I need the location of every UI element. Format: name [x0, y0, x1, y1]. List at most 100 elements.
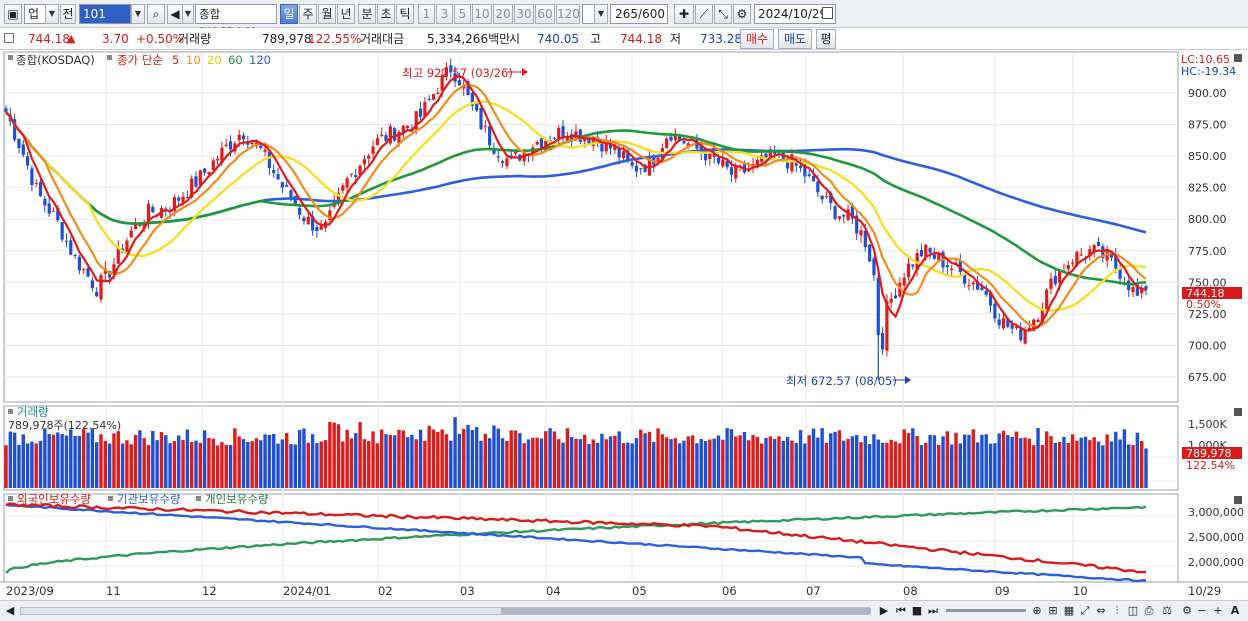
volume-bar: [1135, 432, 1140, 488]
fit-icon[interactable]: ⊞: [1048, 604, 1058, 617]
volume-bar: [336, 424, 341, 488]
volume-last-tag-text: 789,978: [1186, 447, 1232, 460]
close-icon[interactable]: [1234, 496, 1242, 504]
chevron-down-icon[interactable]: ▼: [182, 4, 194, 24]
x-tick-label: 11: [106, 584, 121, 598]
candle-body: [60, 222, 64, 240]
print-icon[interactable]: ⎙: [1144, 604, 1154, 617]
volume-bar: [211, 438, 215, 488]
gear-icon[interactable]: ⚙: [733, 4, 751, 24]
high-arrow-head: [522, 68, 528, 76]
chevron-down-icon[interactable]: ▼: [131, 4, 145, 24]
tab-yearly[interactable]: 년: [337, 4, 355, 24]
interval-60[interactable]: 60: [535, 4, 555, 24]
volume-bar: [440, 429, 444, 488]
plus-icon[interactable]: +: [1213, 604, 1223, 617]
volume-bar: [742, 431, 747, 488]
close-icon[interactable]: [1234, 408, 1242, 416]
tab-monthly[interactable]: 월: [318, 4, 336, 24]
chevron-down-icon[interactable]: ▼: [594, 4, 608, 24]
volume-bar: [1131, 444, 1135, 488]
x-tick-label: 08: [903, 584, 918, 598]
volume-bar: [781, 440, 785, 488]
zoom-slider[interactable]: [946, 609, 1026, 612]
tab-daily[interactable]: 일: [280, 4, 298, 24]
volume-bar: [133, 434, 138, 488]
candle-body: [177, 197, 181, 201]
interval-5[interactable]: 5: [454, 4, 471, 24]
volume-bar: [591, 439, 595, 488]
camera-icon[interactable]: ◫: [1127, 604, 1139, 617]
volume-bar: [1062, 436, 1066, 488]
interval-20[interactable]: 20: [493, 4, 513, 24]
volume-bar: [1139, 441, 1144, 488]
tab-tick[interactable]: 틱: [396, 4, 414, 24]
last-icon[interactable]: ⏭: [928, 604, 938, 617]
minus-icon[interactable]: −: [1197, 604, 1207, 617]
candle-body: [86, 268, 90, 277]
eval-button[interactable]: 평: [816, 29, 836, 49]
zoom-icon[interactable]: ⊕: [1032, 604, 1042, 617]
volume-bar: [1053, 442, 1058, 488]
layout-icon[interactable]: ▣: [4, 4, 22, 24]
candle-body: [703, 149, 708, 161]
grid-icon[interactable]: ▦: [1063, 604, 1075, 617]
tab-minute[interactable]: 분: [358, 4, 376, 24]
checkbox[interactable]: [4, 33, 14, 43]
candle-body: [1079, 254, 1083, 256]
candle-body: [401, 125, 405, 134]
market-select[interactable]: 업: [24, 4, 46, 24]
volume-bar: [1127, 444, 1131, 488]
chart-canvas[interactable]: 종합(KOSDAQ) 종가 단순 5 10 20 60 120 LC:10.65…: [0, 50, 1248, 600]
volume-bar: [462, 428, 466, 488]
speaker-icon[interactable]: ◀: [167, 4, 183, 24]
buy-button[interactable]: 매수: [740, 29, 774, 49]
candle-body: [513, 151, 518, 154]
tab-weekly[interactable]: 주: [299, 4, 317, 24]
line-tool-icon[interactable]: ⟋: [695, 4, 713, 24]
candle-body: [613, 145, 617, 150]
code-input[interactable]: 101: [79, 4, 131, 24]
legend-ma-prefix: 종가 단순: [117, 53, 163, 67]
split-icon[interactable]: ⫶: [1115, 604, 1119, 617]
count-field[interactable]: 265/600: [610, 4, 668, 24]
settings-icon[interactable]: ⚙: [1182, 604, 1192, 617]
scroll-right-icon[interactable]: ▶: [879, 604, 889, 617]
volume-bar: [764, 437, 768, 488]
scrollbar-thumb[interactable]: [501, 608, 871, 614]
tab-second[interactable]: 초: [377, 4, 395, 24]
volume-bar: [233, 428, 237, 488]
candle-body: [388, 126, 392, 144]
move-icon[interactable]: ⇔: [1096, 604, 1106, 617]
cursor-icon[interactable]: ⤢: [1080, 604, 1090, 617]
interval-120[interactable]: 120: [556, 4, 580, 24]
prev-button[interactable]: 전: [60, 4, 76, 24]
interval-10[interactable]: 10: [472, 4, 492, 24]
interval-30[interactable]: 30: [514, 4, 534, 24]
candle-body: [237, 134, 241, 141]
x-tick-label: 05: [632, 584, 647, 598]
volume-bar: [38, 440, 43, 488]
volume-last-tag: [1182, 447, 1242, 459]
scroll-left-icon[interactable]: ◀: [5, 604, 15, 617]
candle-body: [280, 182, 284, 188]
up-arrow-icon: ▲: [67, 32, 76, 45]
stop-icon[interactable]: ■: [911, 604, 923, 617]
interval-1[interactable]: 1: [418, 4, 435, 24]
interval-3[interactable]: 3: [436, 4, 453, 24]
calendar-icon[interactable]: [822, 7, 833, 19]
compare-icon[interactable]: ⚖: [1162, 604, 1172, 617]
close-icon[interactable]: [1234, 54, 1242, 62]
date-input[interactable]: 2024/10/29: [754, 4, 836, 24]
sell-button[interactable]: 매도: [778, 29, 812, 49]
crosshair-icon[interactable]: ✚: [674, 4, 694, 24]
first-icon[interactable]: ⏮: [896, 604, 906, 617]
scrollbar-track[interactable]: [20, 607, 871, 615]
chevron-down-icon[interactable]: ▼: [45, 4, 59, 24]
search-icon[interactable]: ⌕: [147, 4, 165, 24]
candle-body: [336, 193, 341, 204]
auto-icon[interactable]: A: [1230, 604, 1240, 617]
draw-tool-icon[interactable]: ⤡: [714, 4, 732, 24]
volume-bar: [220, 442, 224, 488]
volume-bar: [345, 429, 349, 488]
